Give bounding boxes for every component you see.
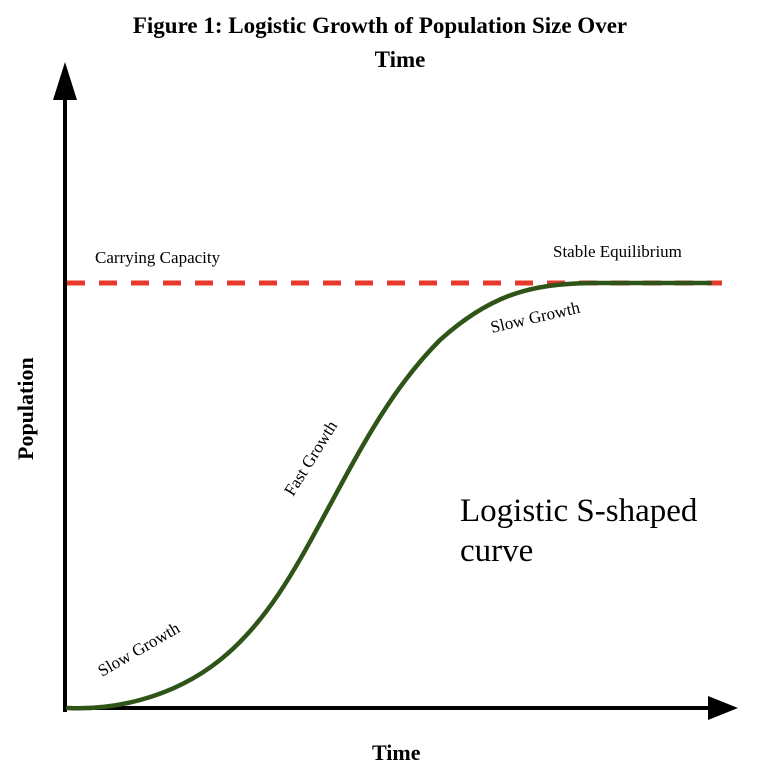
slow-growth-top-label: Slow Growth [489, 298, 583, 337]
carrying-capacity-label: Carrying Capacity [95, 248, 221, 267]
stable-equilibrium-label: Stable Equilibrium [553, 242, 682, 261]
y-axis-arrowhead-icon [53, 62, 77, 100]
curve-label-line2: curve [460, 533, 533, 569]
slow-growth-bottom-label: Slow Growth [95, 618, 184, 680]
x-axis-arrowhead-icon [708, 696, 738, 720]
curve-label-line1: Logistic S-shaped [460, 493, 698, 529]
logistic-curve [65, 280, 713, 711]
y-axis-label: Population [13, 357, 38, 460]
figure-title-line2: Time [374, 47, 426, 72]
x-axis-label: Time [372, 740, 421, 765]
fast-growth-label: Fast Growth [280, 417, 341, 499]
figure-title-line1: Figure 1: Logistic Growth of Population … [132, 13, 628, 38]
